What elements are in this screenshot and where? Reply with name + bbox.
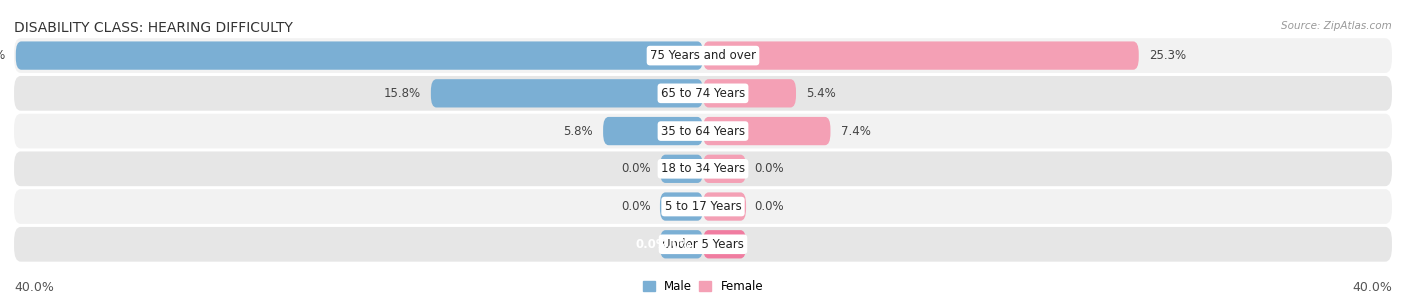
Text: 0.0%: 0.0% [755, 162, 785, 175]
Text: 65 to 74 Years: 65 to 74 Years [661, 87, 745, 100]
Text: DISABILITY CLASS: HEARING DIFFICULTY: DISABILITY CLASS: HEARING DIFFICULTY [14, 21, 292, 35]
Text: 0.0%: 0.0% [621, 200, 651, 213]
FancyBboxPatch shape [15, 41, 703, 70]
FancyBboxPatch shape [14, 114, 1392, 148]
Text: 75 Years and over: 75 Years and over [650, 49, 756, 62]
Text: 25.3%: 25.3% [1149, 49, 1187, 62]
FancyBboxPatch shape [659, 230, 703, 259]
Text: 5 to 17 Years: 5 to 17 Years [665, 200, 741, 213]
Text: 15.8%: 15.8% [384, 87, 420, 100]
Text: 18 to 34 Years: 18 to 34 Years [661, 162, 745, 175]
Text: 0.0%: 0.0% [659, 238, 693, 251]
Text: 40.0%: 40.0% [1353, 281, 1392, 294]
Text: 0.0%: 0.0% [621, 162, 651, 175]
FancyBboxPatch shape [703, 117, 831, 145]
Text: 0.0%: 0.0% [755, 200, 785, 213]
FancyBboxPatch shape [430, 79, 703, 107]
FancyBboxPatch shape [14, 189, 1392, 224]
Text: Under 5 Years: Under 5 Years [662, 238, 744, 251]
FancyBboxPatch shape [659, 192, 703, 221]
FancyBboxPatch shape [703, 155, 747, 183]
FancyBboxPatch shape [659, 155, 703, 183]
FancyBboxPatch shape [703, 79, 796, 107]
Legend: Male, Female: Male, Female [638, 276, 768, 298]
FancyBboxPatch shape [703, 230, 747, 259]
FancyBboxPatch shape [14, 227, 1392, 262]
Text: 5.4%: 5.4% [807, 87, 837, 100]
FancyBboxPatch shape [14, 38, 1392, 73]
Text: Source: ZipAtlas.com: Source: ZipAtlas.com [1281, 21, 1392, 32]
Text: 7.4%: 7.4% [841, 125, 870, 138]
Text: 39.9%: 39.9% [0, 49, 6, 62]
Text: 5.8%: 5.8% [564, 125, 593, 138]
FancyBboxPatch shape [703, 192, 747, 221]
Text: 35 to 64 Years: 35 to 64 Years [661, 125, 745, 138]
FancyBboxPatch shape [14, 151, 1392, 186]
Text: 0.0%: 0.0% [636, 238, 669, 251]
Text: 40.0%: 40.0% [14, 281, 53, 294]
FancyBboxPatch shape [703, 41, 1139, 70]
FancyBboxPatch shape [603, 117, 703, 145]
FancyBboxPatch shape [14, 76, 1392, 111]
